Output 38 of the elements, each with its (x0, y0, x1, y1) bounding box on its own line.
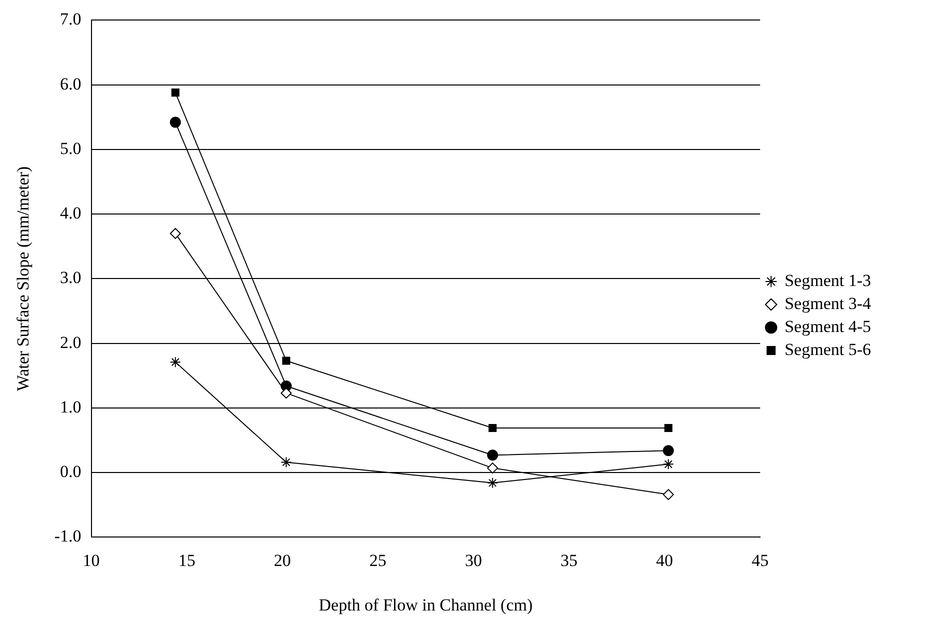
legend-label: Segment 3-4 (784, 294, 872, 313)
x-tick-label: 45 (752, 550, 769, 570)
y-tick-label: -1.0 (54, 526, 82, 546)
legend-label: Segment 1-3 (784, 270, 872, 290)
point (487, 450, 498, 461)
y-tick-label: 0.0 (60, 462, 82, 482)
legend-label: Segment 5-6 (784, 340, 872, 359)
point (487, 462, 498, 474)
x-tick-label: 25 (369, 550, 386, 570)
y-tick-label: 7.0 (60, 10, 82, 29)
y-tick-label: 6.0 (60, 74, 82, 94)
y-tick-label: 5.0 (60, 138, 82, 158)
point (664, 424, 672, 432)
point (662, 489, 674, 500)
point (662, 458, 674, 470)
point (170, 228, 181, 239)
point (170, 116, 181, 128)
x-tick-label: 20 (274, 550, 291, 570)
point (280, 456, 292, 468)
point (487, 477, 498, 488)
x-tick-label: 10 (82, 550, 100, 570)
point (662, 445, 674, 456)
point (170, 356, 181, 368)
point (280, 388, 292, 399)
y-tick-label: 2.0 (60, 332, 82, 352)
y-tick-label: 3.0 (60, 268, 82, 288)
y-axis-title: Water Surface Slope (mm/meter) (14, 166, 33, 392)
point (282, 356, 290, 365)
point (171, 88, 180, 97)
x-tick-label: 35 (560, 550, 578, 570)
y-tick-label: 1.0 (60, 397, 82, 416)
x-tick-label: 15 (178, 550, 196, 570)
x-tick-label: 40 (656, 550, 674, 570)
y-tick-label: 4.0 (60, 204, 82, 223)
legend-label: Segment 4-5 (784, 316, 872, 336)
x-axis-title: Depth of Flow in Channel (cm) (318, 595, 533, 614)
point (488, 424, 497, 432)
x-tick-label: 30 (464, 550, 482, 570)
